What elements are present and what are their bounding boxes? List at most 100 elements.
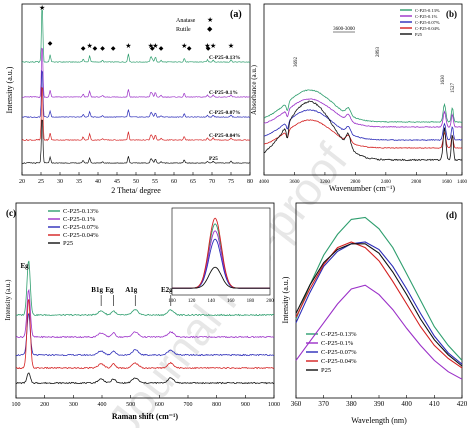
- raman-legend-label: C-P25-0.1%: [63, 216, 96, 223]
- rutile-marker: ◆: [93, 46, 98, 52]
- x-tick-label: 500: [126, 402, 135, 408]
- anatase-marker: ★: [152, 42, 158, 50]
- raman-series-line: [15, 288, 275, 339]
- x-tick-label: 400: [401, 400, 412, 408]
- x-tick-label: 1400: [457, 180, 468, 185]
- x-tick-label: 60: [171, 179, 177, 185]
- legend-anatase-label: Anatase: [176, 18, 196, 24]
- panel-c-inset: 100 120 140 160 180 200: [168, 207, 274, 304]
- panel-d-ylabel: Intensity (a.u.): [281, 276, 290, 323]
- pl-legend-label: C-P25-0.1%: [321, 340, 354, 347]
- panel-a: (a) Intensity (a.u.) 2 Theta/ degree Ana…: [5, 3, 253, 195]
- xrd-series-label: P25: [209, 156, 218, 162]
- x-tick-label: 400: [98, 402, 107, 408]
- raman-peak-label: B1g: [91, 286, 103, 294]
- panel-b-legend: C-P25-0.13%C-P25-0.1%C-P25-0.07%C-P25-0.…: [400, 8, 440, 37]
- inset-tick-label: 100: [168, 299, 176, 304]
- x-tick-label: 20: [19, 179, 25, 185]
- inset-tick-label: 200: [266, 299, 274, 304]
- pl-series-line: [295, 241, 463, 365]
- x-tick-label: 2800: [350, 180, 361, 185]
- anatase-marker: ★: [39, 4, 45, 12]
- x-tick-label: 900: [241, 402, 250, 408]
- raman-legend-label: C-P25-0.04%: [63, 232, 99, 239]
- panel-d: (d) Intensity (a.u.) Wavelength (nm) C-P…: [281, 202, 468, 425]
- inset-tick-label: 180: [247, 299, 255, 304]
- panel-b-frame: [263, 3, 463, 176]
- anatase-marker: ★: [86, 42, 92, 50]
- xrd-series-line: [21, 119, 250, 164]
- panel-b-label: (b): [446, 9, 457, 19]
- x-tick-label: 420: [457, 400, 468, 408]
- pl-series-line: [295, 284, 463, 380]
- panel-c-label: (c): [6, 208, 16, 218]
- x-tick-label: 700: [184, 402, 193, 408]
- panel-c-xlabel: Raman shift (cm⁻¹): [112, 412, 179, 421]
- raman-peak-label: Eg: [105, 286, 114, 294]
- x-tick-label: 3600: [289, 180, 300, 185]
- x-tick-label: 80: [247, 179, 253, 185]
- panel-a-ylabel: Intensity (a.u.): [5, 66, 14, 113]
- rutile-marker: ◆: [48, 41, 53, 47]
- annotation-1630: 1630: [441, 75, 446, 86]
- xrd-series-line: [21, 70, 251, 118]
- inset-tick-label: 160: [227, 299, 235, 304]
- anatase-marker: ★: [228, 42, 234, 50]
- anatase-marker: ★: [204, 42, 210, 50]
- panel-d-label: (d): [446, 210, 457, 220]
- ftir-series-line: [263, 100, 463, 162]
- x-tick-label: 70: [209, 179, 215, 185]
- annotation-3600-3000: 3600-3000: [333, 27, 355, 32]
- rutile-marker: ◆: [100, 46, 105, 52]
- x-tick-label: 50: [133, 179, 139, 185]
- ftir-legend-label: C-P25-0.07%: [415, 20, 440, 25]
- xrd-series-label: C-P25-0.13%: [209, 55, 241, 61]
- legend-anatase-symbol: ★: [207, 16, 213, 24]
- x-tick-label: 25: [38, 179, 44, 185]
- x-tick-label: 75: [228, 179, 234, 185]
- xrd-series-label: C-P25-0.04%: [209, 133, 241, 139]
- xrd-series-line: [21, 86, 251, 142]
- panel-a-label: (a): [230, 9, 242, 20]
- x-tick-label: 35: [76, 179, 82, 185]
- raman-peak-label: E2g: [161, 286, 173, 294]
- ftir-legend-label: C-P25-0.04%: [415, 26, 440, 31]
- rutile-marker: ◆: [111, 46, 116, 52]
- ftir-legend-label: P25: [415, 32, 423, 37]
- x-tick-label: 2400: [381, 180, 392, 185]
- anatase-marker: ★: [125, 42, 131, 50]
- panel-b-ylabel: Absorbance (a.u.): [250, 64, 258, 115]
- panel-c-legend: C-P25-0.13%C-P25-0.1%C-P25-0.07%C-P25-0.…: [48, 208, 99, 247]
- panel-d-xlabel: Wavelength (nm): [351, 416, 407, 425]
- ftir-series-line: [263, 89, 463, 123]
- panel-c-ylabel: Intensity (a.u.): [4, 279, 12, 321]
- rutile-marker: ◆: [206, 46, 211, 52]
- rutile-marker: ◆: [81, 46, 86, 52]
- x-tick-label: 40: [95, 179, 101, 185]
- panel-a-legend: Anatase ★ Rutile ◆: [176, 16, 213, 33]
- x-tick-label: 300: [69, 402, 78, 408]
- ftir-legend-label: C-P25-0.1%: [415, 14, 438, 19]
- panel-b: (b) Absorbance (a.u.) Wavenumber (cm⁻¹) …: [250, 3, 468, 193]
- x-tick-label: 380: [346, 400, 357, 408]
- raman-legend-label: P25: [63, 240, 73, 247]
- rutile-marker: ◆: [159, 46, 164, 52]
- raman-peak-label: A1g: [125, 286, 138, 294]
- inset-tick-label: 120: [188, 299, 196, 304]
- panel-a-xlabel: 2 Theta/ degree: [111, 186, 161, 195]
- panel-d-legend: C-P25-0.13% C-P25-0.1% C-P25-0.07% C-P25-0.…: [306, 331, 357, 374]
- xrd-series-line: [22, 47, 250, 99]
- raman-series-line: [15, 312, 275, 357]
- annotation-3692: 3692: [294, 57, 299, 68]
- raman-legend-label: C-P25-0.13%: [63, 208, 99, 215]
- x-tick-label: 200: [40, 402, 49, 408]
- raman-peak-label: Eg: [21, 262, 30, 270]
- xrd-series-line: [21, 9, 251, 64]
- pl-legend-label: C-P25-0.07%: [321, 349, 357, 356]
- x-tick-label: 600: [155, 402, 164, 408]
- pl-series-line: [295, 241, 463, 369]
- x-tick-label: 410: [429, 400, 440, 408]
- panel-b-xlabel: Wavenumber (cm⁻¹): [329, 184, 396, 193]
- x-tick-label: 1600: [442, 180, 453, 185]
